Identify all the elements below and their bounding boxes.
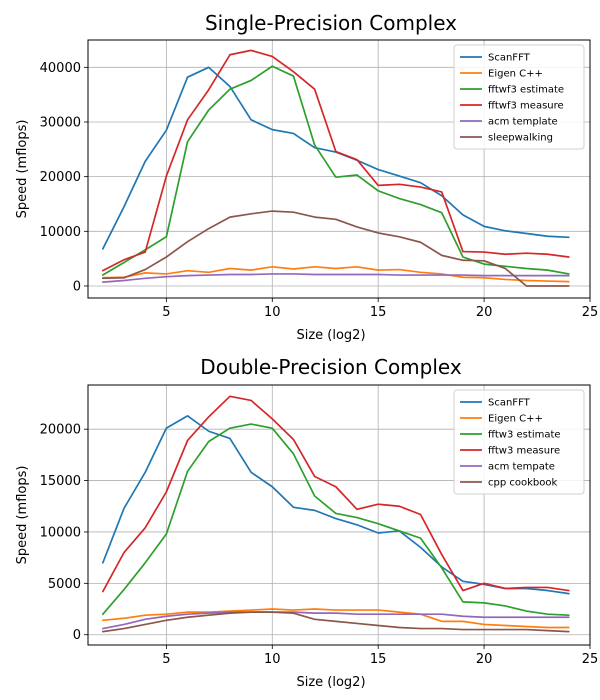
chart-1-plot-frame: [87, 39, 591, 299]
chart-1-series-fftwf3-measure: [101, 49, 570, 272]
chart-1-series-eigen-c-: [101, 265, 570, 283]
chart-2-x-tick-label: 5: [162, 652, 170, 667]
chart-2: 5 10 15 20 25 0 5000 10000 15000 20000 Double-Prec…: [15, 355, 598, 690]
chart-1-legend: ScanFFT Eigen C++ fftwf3 estimate fftwf3 me…: [453, 44, 585, 150]
chart-1-legend-entry: Eigen C++: [488, 69, 543, 80]
chart-1-y-tick-label: 0: [73, 279, 81, 294]
chart-2-x-tick-label: 25: [582, 652, 599, 667]
chart-1-x-tick-label: 25: [582, 305, 599, 320]
chart-1-title: Single-Precision Complex: [205, 11, 457, 35]
chart-2-x-tick-label: 20: [476, 652, 493, 667]
chart-2-series-cpp-cookbook: [101, 611, 570, 633]
chart-2-x-tick-label: 10: [264, 652, 281, 667]
chart-1-x-axis-label: Size (log2): [296, 328, 365, 343]
chart-1-legend-entry: ScanFFT: [488, 53, 531, 64]
chart-1-x-tick-label: 10: [264, 305, 281, 320]
chart-1-series-sleepwalking: [101, 210, 570, 287]
chart-1-x-tick-label: 5: [162, 305, 170, 320]
chart-1-series-acm-template: [101, 273, 570, 283]
chart-2-legend-entry: ScanFFT: [488, 398, 531, 409]
chart-2-plot-frame: [87, 384, 591, 646]
chart-1-y-tick-label: 40000: [40, 61, 81, 76]
chart-1-legend-entry: fftwf3 measure: [488, 101, 564, 112]
chart-2-y-tick-label: 20000: [40, 423, 81, 438]
chart-1-x-tick-label: 15: [370, 305, 387, 320]
chart-1-legend-entry: fftwf3 estimate: [488, 85, 564, 96]
chart-2-legend-frame: [453, 389, 585, 495]
chart-2-y-tick-label: 0: [73, 628, 81, 643]
chart-2-x-axis-label: Size (log2): [296, 675, 365, 690]
chart-2-y-tick-label: 10000: [40, 525, 81, 540]
chart-2-legend-entry: fftw3 estimate: [488, 430, 561, 441]
chart-1-x-tick-label: 20: [476, 305, 493, 320]
chart-2-series-acm-tempate: [101, 611, 570, 630]
chart-2-title: Double-Precision Complex: [200, 355, 462, 379]
chart-2-legend-entry: fftw3 measure: [488, 446, 560, 457]
chart-2-x-tick-label: 15: [370, 652, 387, 667]
chart-2-legend-entry: cpp cookbook: [488, 478, 557, 489]
chart-1-legend-entry: acm template: [488, 117, 558, 128]
chart-1-series-fftwf3-estimate: [101, 65, 570, 276]
chart-1-y-axis-label: Speed (mflops): [15, 120, 30, 219]
chart-2-series-fftw3-measure: [101, 395, 570, 593]
chart-2-y-tick-label: 15000: [40, 474, 81, 489]
chart-1-y-tick-label: 20000: [40, 170, 81, 185]
chart-1-y-tick-label: 10000: [40, 225, 81, 240]
chart-2-legend: ScanFFT Eigen C++ fftw3 estimate fftw3 meas…: [453, 389, 585, 495]
chart-1: 5 10 15 20 25 0 10000 20000 30000 40000 Single-Pre…: [15, 11, 598, 343]
chart-2-legend-entry: Eigen C++: [488, 414, 543, 425]
chart-2-y-tick-label: 5000: [48, 577, 81, 592]
chart-2-series-eigen-c-: [101, 608, 570, 629]
chart-1-legend-frame: [453, 44, 585, 150]
chart-2-legend-entry: acm tempate: [488, 462, 555, 473]
chart-2-series-fftw3-estimate: [101, 423, 570, 617]
chart-2-y-axis-label: Speed (mflops): [15, 466, 30, 565]
chart-1-legend-entry: sleepwalking: [488, 133, 553, 144]
chart-1-y-tick-label: 30000: [40, 115, 81, 130]
